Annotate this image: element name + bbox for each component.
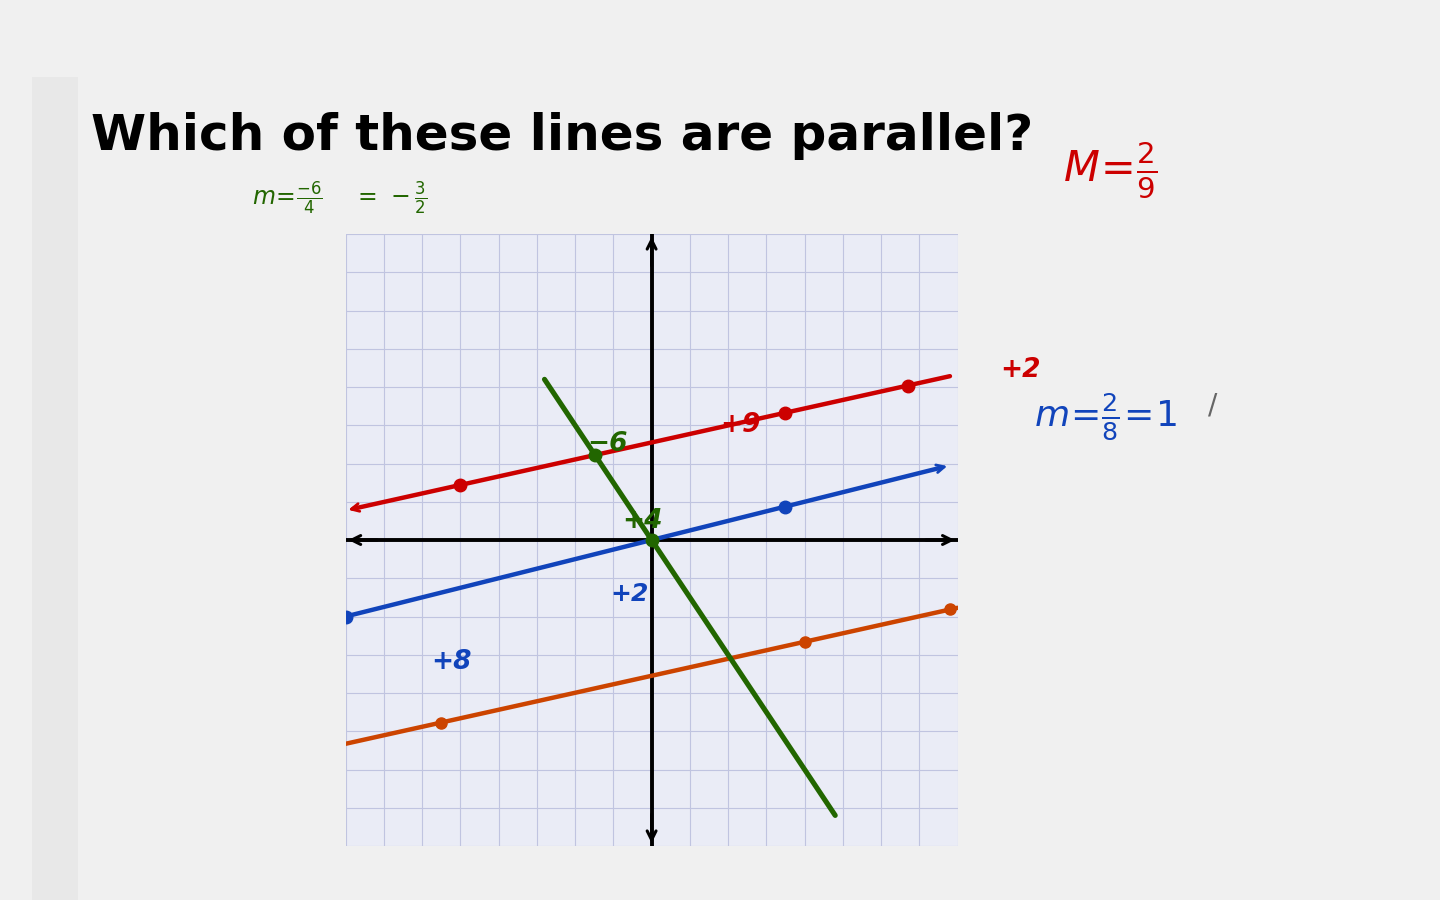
Text: $/$: $/$ — [1207, 392, 1218, 419]
Text: +4: +4 — [622, 508, 662, 534]
Text: $m\!=\!\frac{2}{8}\!=\!1$: $m\!=\!\frac{2}{8}\!=\!1$ — [1034, 392, 1176, 443]
Text: $=\,-\frac{3}{2}$: $=\,-\frac{3}{2}$ — [353, 180, 428, 218]
Text: $m\!=\!\frac{-6}{4}$: $m\!=\!\frac{-6}{4}$ — [252, 180, 323, 218]
Text: +9: +9 — [720, 412, 760, 438]
Text: $M\!=\!\frac{2}{9}$: $M\!=\!\frac{2}{9}$ — [1063, 140, 1156, 201]
Text: +2: +2 — [1001, 357, 1041, 383]
Bar — [32, 76, 78, 900]
Text: +8: +8 — [431, 650, 471, 675]
Text: −6: −6 — [588, 431, 628, 457]
Text: +2: +2 — [611, 581, 648, 606]
Text: Which of these lines are parallel?: Which of these lines are parallel? — [91, 112, 1032, 160]
